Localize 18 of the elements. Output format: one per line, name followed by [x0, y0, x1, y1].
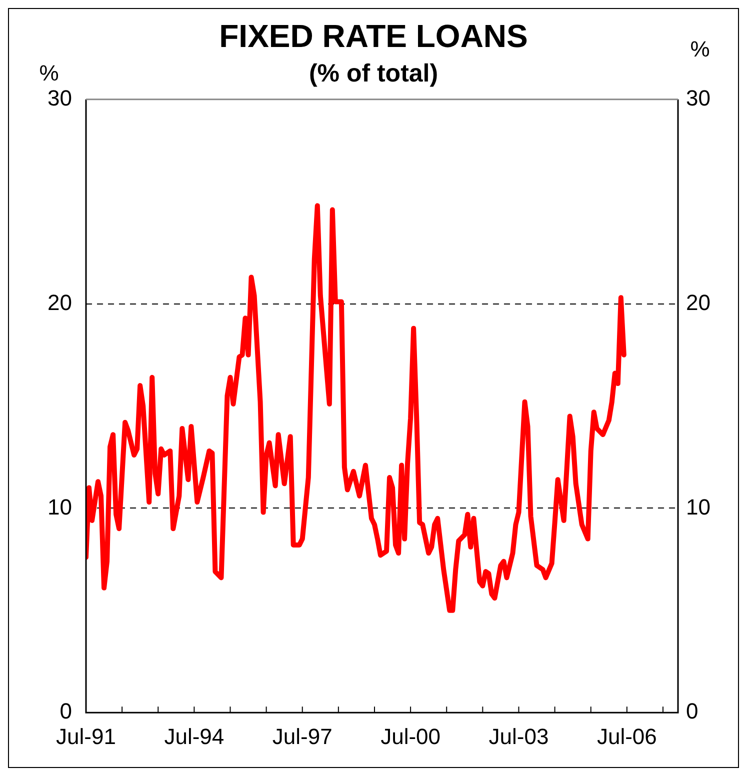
x-tick-label: Jul-97	[272, 724, 332, 749]
y-tick-label: 30	[48, 85, 72, 110]
y2-tick-label: 20	[686, 290, 710, 315]
x-tick-label: Jul-00	[380, 724, 441, 749]
x-tick-label: Jul-94	[164, 724, 224, 749]
x-tick-label: Jul-06	[596, 724, 657, 749]
y-tick-label: 0	[60, 698, 72, 724]
chart-subtitle: (% of total)	[308, 59, 438, 88]
y-tick-label: 20	[48, 290, 72, 315]
chart-title: FIXED RATE LOANS	[219, 18, 528, 54]
x-tick-label: Jul-91	[56, 724, 116, 749]
y2-tick-label: 10	[686, 494, 710, 520]
x-tick-label: Jul-03	[488, 724, 549, 749]
y2-axis-title: %	[690, 36, 710, 62]
y-tick-label: 10	[48, 494, 72, 520]
y2-tick-label: 30	[686, 85, 710, 110]
y-axis-title: %	[39, 60, 59, 86]
y2-tick-label: 0	[686, 698, 698, 724]
